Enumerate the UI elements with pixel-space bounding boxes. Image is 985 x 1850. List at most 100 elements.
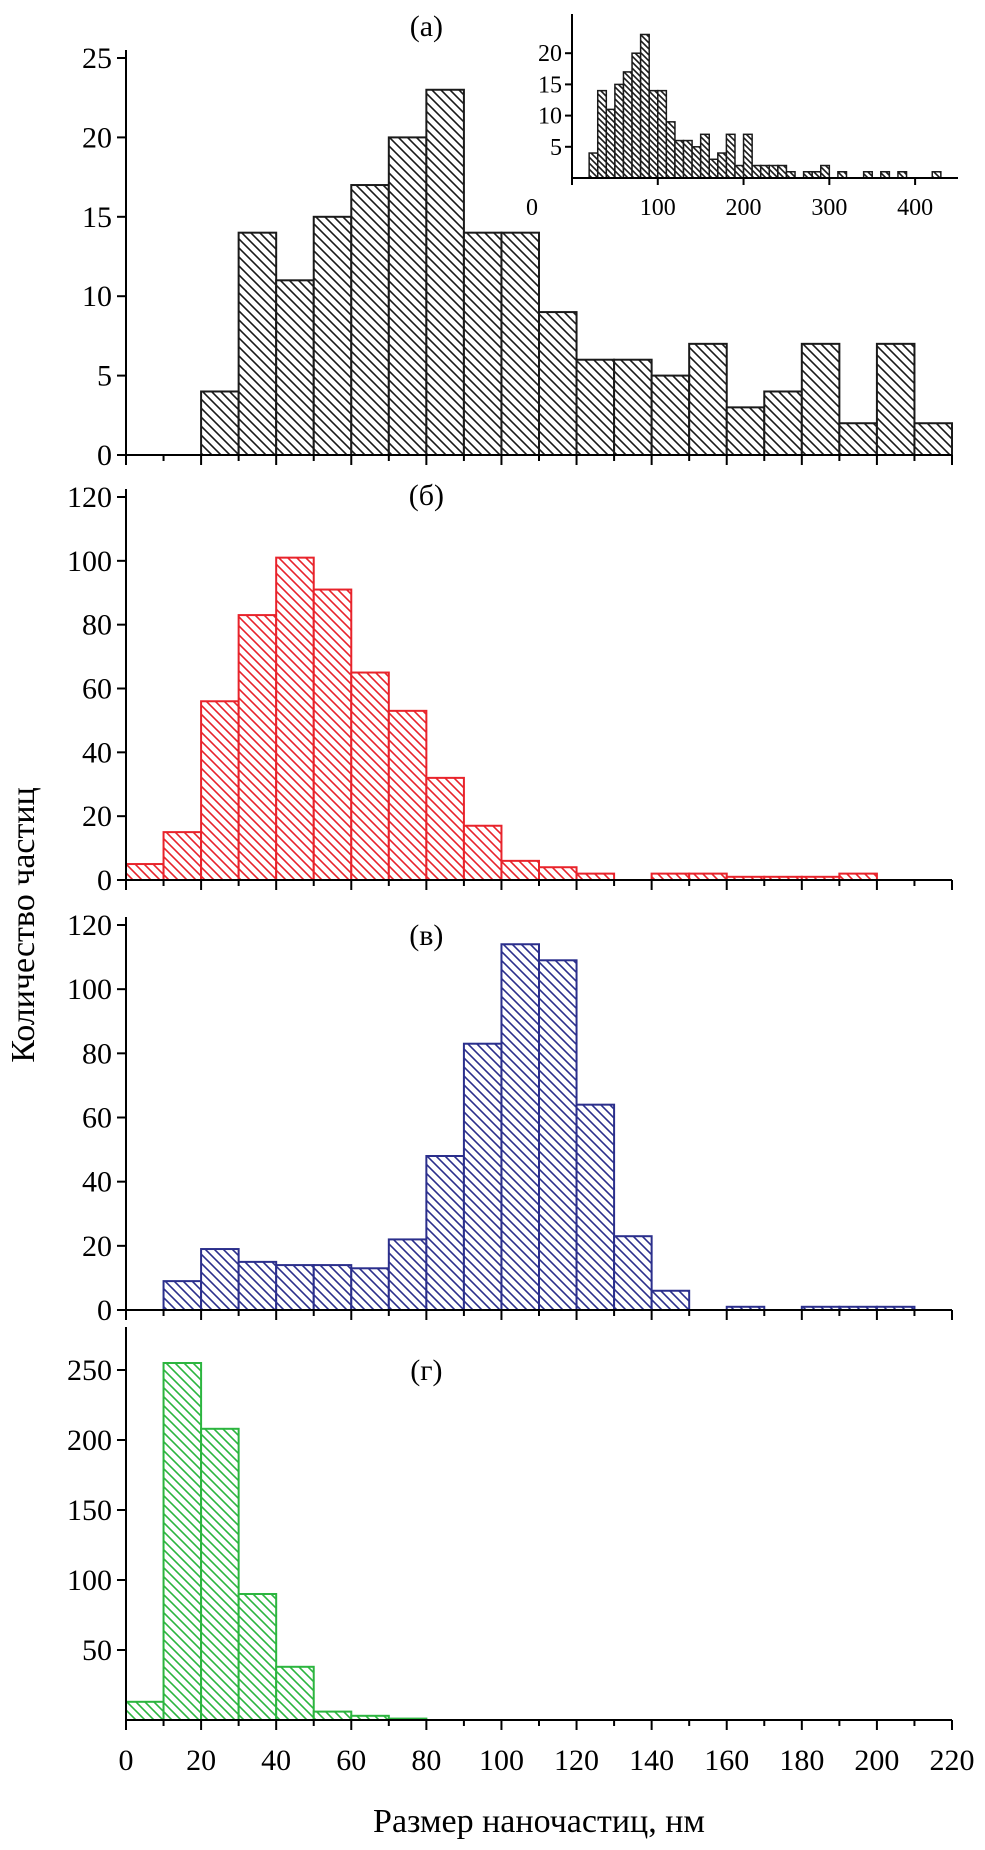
histogram-bar: [312, 1710, 353, 1721]
x-tick-label: 120: [554, 1744, 599, 1777]
histogram-bar: [275, 279, 315, 456]
histogram-bar: [312, 1264, 353, 1312]
inset-bar: [648, 89, 659, 179]
y-tick-label: 60: [82, 673, 112, 706]
x-tick-label: 200: [854, 1744, 899, 1777]
histogram-bar: [500, 859, 541, 881]
histogram-bar: [462, 231, 503, 456]
y-tick-label: 0: [97, 1294, 112, 1327]
histogram-bar: [237, 614, 278, 881]
histogram-panel: 0 20 40 60 80 100 120 (в): [67, 909, 953, 1327]
y-tick-label: 250: [67, 1354, 112, 1387]
histogram-bar: [237, 1260, 278, 1311]
histogram-bar: [425, 776, 465, 881]
histogram-bar: [312, 215, 353, 456]
histogram-panel: 0 5 10 15 20 25 (а): [82, 10, 953, 472]
histogram-bar: [800, 342, 841, 456]
y-tick-label: 200: [67, 1424, 112, 1457]
inset-bar: [742, 133, 753, 179]
inset-bar: [682, 139, 693, 179]
y-tick-label: 60: [82, 1102, 112, 1135]
histogram-bar: [237, 1593, 278, 1721]
histogram-panel: 0 20 40 60 80 100 120 (б): [67, 479, 953, 897]
histogram-bar: [725, 406, 766, 456]
inset-bar: [820, 164, 831, 179]
inset-bar: [665, 121, 676, 179]
inset-bar: [699, 133, 710, 179]
inset-bar: [622, 71, 633, 179]
inset-bar: [768, 164, 779, 179]
x-tick-label: 60: [336, 1744, 366, 1777]
histogram-bar: [650, 374, 691, 457]
y-tick-label: 80: [82, 609, 112, 642]
x-tick-label: 100: [479, 1744, 524, 1777]
panel-label: (г): [410, 1354, 442, 1387]
inset-x-tick-label: 400: [897, 195, 933, 221]
inset-x-tick-label: 100: [640, 195, 676, 221]
histogram-bar: [500, 231, 541, 456]
y-tick-label: 0: [97, 439, 112, 472]
inset-x-tick-label: 0: [526, 195, 538, 221]
inset-bar: [717, 152, 728, 179]
histogram-bar: [838, 422, 878, 456]
y-tick-label: 20: [82, 800, 112, 833]
histogram-bar: [650, 1289, 691, 1311]
histogram-bar: [538, 959, 578, 1312]
y-tick-label: 100: [67, 973, 112, 1006]
histogram-bar: [350, 671, 390, 882]
histogram-bar: [575, 358, 616, 456]
histogram-bar: [162, 831, 203, 881]
histogram-bar: [275, 556, 315, 881]
histogram-bar: [200, 700, 240, 881]
histogram-bar: [200, 390, 240, 457]
y-tick-label: 5: [97, 360, 112, 393]
y-tick-label: 100: [67, 1564, 112, 1597]
inset-bar: [751, 164, 762, 179]
x-tick-label: 220: [930, 1744, 975, 1777]
inset-x-tick-label: 200: [726, 195, 762, 221]
histogram-bar: [613, 1235, 653, 1312]
y-tick-label: 80: [82, 1037, 112, 1070]
y-tick-label: 20: [82, 121, 112, 154]
inset-bar: [631, 52, 642, 179]
x-tick-label: 140: [629, 1744, 674, 1777]
y-tick-label: 100: [67, 545, 112, 578]
inset-bar: [614, 83, 625, 179]
panel-label: (в): [409, 919, 443, 952]
histogram-bar: [613, 358, 653, 456]
histogram-bar: [387, 136, 428, 456]
y-tick-label: 50: [82, 1634, 112, 1667]
histogram-bar: [237, 231, 278, 456]
x-tick-labels: 0 20 40 60 80 100 120 140 160 180 200 220: [119, 1744, 975, 1777]
inset-bar: [588, 152, 599, 179]
x-tick-label: 80: [411, 1744, 441, 1777]
y-tick-label: 120: [67, 909, 112, 942]
panel-label: (а): [410, 10, 443, 43]
histogram-bar: [425, 88, 465, 456]
y-tick-label: 25: [82, 42, 112, 75]
histogram-bar: [462, 824, 503, 881]
x-tick-label: 40: [261, 1744, 291, 1777]
histogram-bar: [462, 1042, 503, 1312]
histogram-bar: [350, 1267, 390, 1311]
histogram-bar: [575, 1103, 616, 1311]
histogram-bar: [162, 1362, 203, 1721]
inset-bar: [674, 139, 685, 179]
inset-bar: [734, 164, 745, 179]
inset-bar: [657, 89, 668, 179]
histogram-bar: [275, 1264, 315, 1312]
x-tick-label: 0: [119, 1744, 134, 1777]
histogram-bar: [688, 342, 728, 456]
x-axis-title: Размер наночастиц, нм: [373, 1803, 705, 1840]
histogram-bar: [425, 1155, 465, 1311]
inset-y-tick-label: 10: [538, 104, 562, 130]
y-tick-label: 15: [82, 201, 112, 234]
y-tick-label: 40: [82, 736, 112, 769]
y-axis-title: Количество частиц: [5, 787, 42, 1063]
histogram-bar: [312, 588, 353, 882]
inset-bar: [691, 146, 702, 179]
inset-bar: [759, 164, 771, 179]
histogram-bar: [875, 342, 916, 456]
inset-y-tick-label: 15: [538, 72, 562, 98]
